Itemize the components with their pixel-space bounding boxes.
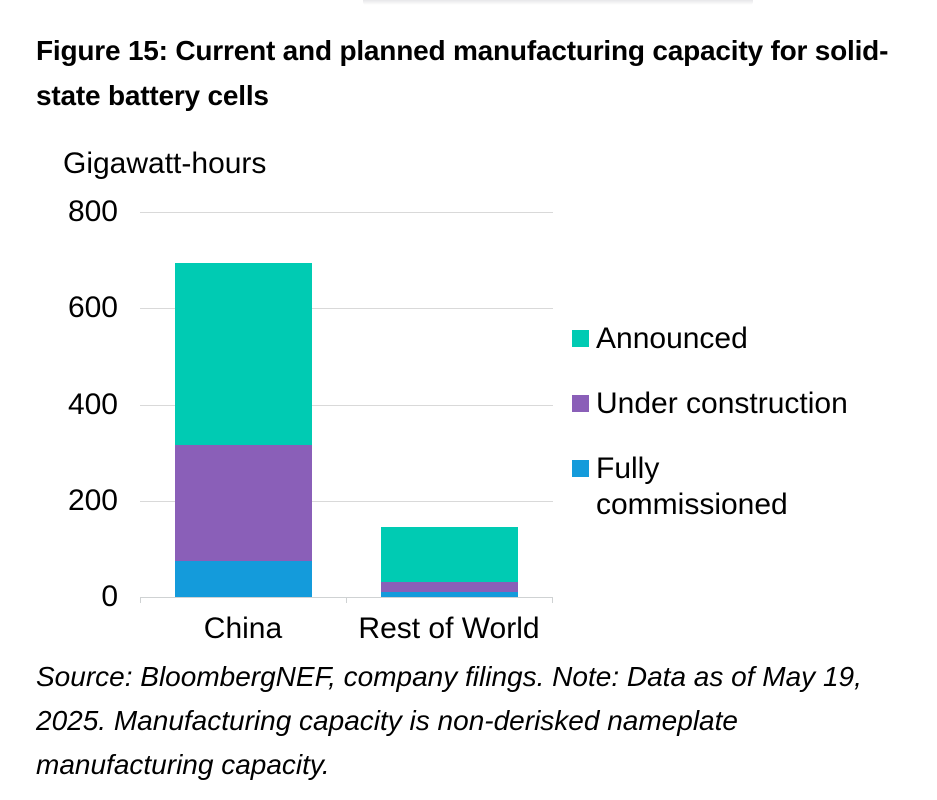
x-axis-tick (140, 597, 141, 603)
y-gridline (140, 501, 553, 502)
y-axis-tick-label: 0 (101, 580, 118, 613)
x-axis-category-label: Rest of World (358, 612, 540, 645)
x-axis-category-label: China (203, 612, 283, 645)
bar-segment-fully-commissioned (174, 560, 312, 597)
bar-segment-under-construction (174, 445, 312, 561)
legend-label: Fully commissioned (596, 452, 788, 521)
y-axis-tick-label: 400 (67, 387, 118, 421)
y-axis-tick-label: 800 (67, 195, 118, 228)
x-axis-tick (346, 597, 347, 603)
legend-swatch-icon (572, 330, 589, 347)
chart-legend: Announced Under construction Fully commiss… (572, 321, 851, 552)
bar-rest-of-world (380, 527, 518, 597)
legend-swatch-icon (572, 395, 589, 412)
bar-china (174, 262, 312, 598)
bar-segment-fully-commissioned (380, 592, 518, 597)
legend-item-fully-commissioned: Fully commissioned (572, 451, 851, 523)
legend-item-announced: Announced (572, 321, 851, 357)
y-axis-title: Gigawatt-hours (63, 147, 267, 180)
y-axis-tick-label: 600 (67, 291, 118, 325)
y-gridline (140, 212, 553, 213)
legend-swatch-icon (572, 460, 589, 477)
legend-label: Under construction (596, 387, 848, 420)
bar-segment-under-construction (380, 582, 518, 593)
y-gridline (140, 308, 553, 309)
y-axis-tick-label: 200 (67, 483, 118, 517)
legend-label: Announced (596, 322, 748, 355)
x-axis-tick (552, 597, 553, 603)
bar-segment-announced (174, 262, 312, 446)
bar-segment-announced (380, 527, 518, 583)
y-gridline (140, 405, 553, 406)
figure-title: Figure 15: Current and planned manufactu… (36, 35, 889, 111)
top-edge-artifact (363, 0, 753, 5)
legend-item-under-construction: Under construction (572, 386, 851, 422)
source-note: Source: BloombergNEF, company filings. N… (36, 661, 862, 780)
